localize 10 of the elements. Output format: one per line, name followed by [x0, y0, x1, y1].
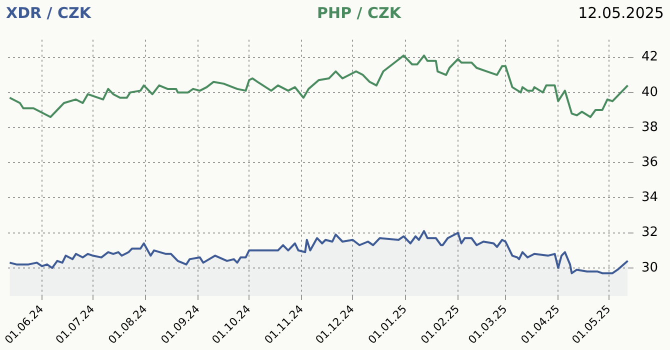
y-tick-label: 40 — [641, 84, 658, 100]
y-tick-label: 32 — [641, 225, 658, 240]
text: XDR / CZK — [6, 4, 92, 22]
y-tick-label: 36 — [641, 155, 658, 170]
text: PHP / CZK — [317, 4, 402, 22]
y-tick-label: 34 — [641, 190, 658, 206]
y-tick-label: 38 — [641, 120, 658, 135]
y-tick-label: 30 — [641, 260, 658, 276]
text: 12.05.2025 — [578, 4, 664, 22]
y-tick-label: 42 — [641, 50, 658, 65]
